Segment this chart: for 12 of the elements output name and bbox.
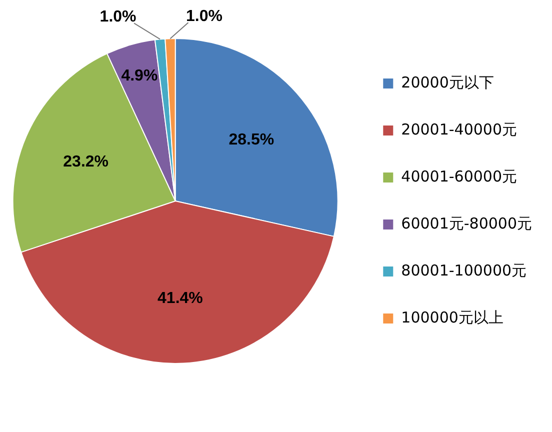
legend-label: 40001-60000元 xyxy=(401,167,518,186)
legend-label: 100000元以上 xyxy=(401,308,504,326)
data-label: 41.4% xyxy=(158,290,203,307)
legend-label: 20001-40000元 xyxy=(401,120,518,138)
data-label: 23.2% xyxy=(63,154,109,171)
data-label: 1.0% xyxy=(100,8,136,26)
data-label: 4.9% xyxy=(121,67,158,84)
data-label: 28.5% xyxy=(228,131,274,148)
data-label: 1.0% xyxy=(186,8,222,25)
legend-label: 20000元以下 xyxy=(401,73,494,92)
legend-label: 60001元-80000元 xyxy=(401,214,532,232)
legend-label: 80001-100000元 xyxy=(401,261,527,280)
